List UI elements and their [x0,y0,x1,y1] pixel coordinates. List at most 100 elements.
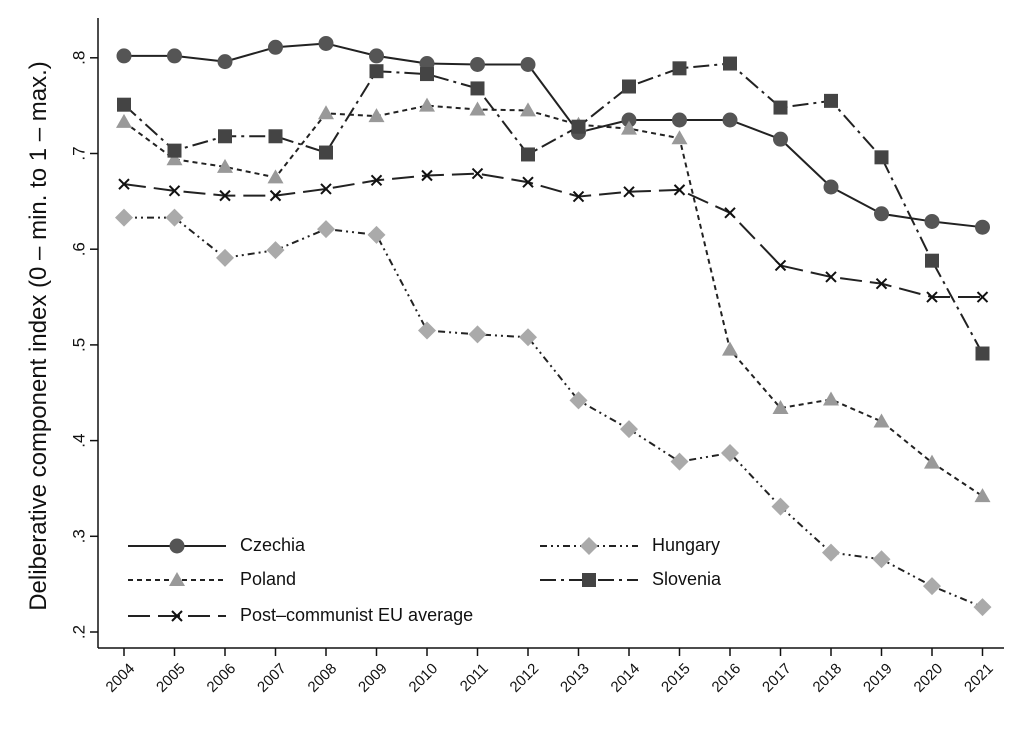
legend: Czechia Hungary Poland Slovenia Post–communi… [128,535,722,625]
y-tick-label: .3 [69,529,88,543]
data-point-slovenia [521,147,535,162]
data-point-poland [419,97,435,112]
data-point-poland [166,151,183,166]
y-tick-label: .7 [69,146,88,160]
data-point-czechia [520,56,536,72]
y-tick-label: .5 [69,338,88,352]
legend-marker [169,572,185,586]
data-point-hungary [822,543,840,562]
data-point-slovenia [874,150,889,165]
data-point-hungary [266,241,285,260]
data-point-czechia [116,48,132,64]
data-point-poland [823,391,839,406]
data-point-slovenia [672,61,687,76]
y-axis-title: Deliberative component index (0 – min. t… [25,61,52,611]
series-line-poland [123,104,984,497]
data-point-post-communist-eu-average [875,277,888,290]
data-point-czechia [924,213,940,229]
data-point-poland [671,130,688,145]
data-point-post-communist-eu-average [370,174,383,187]
data-point-hungary [317,220,335,239]
data-point-poland [267,169,284,184]
legend-marker [580,537,598,555]
data-point-slovenia [925,253,939,268]
data-point-czechia [874,206,889,222]
data-point-poland [318,105,334,120]
data-point-poland [924,454,940,469]
data-point-slovenia [470,81,485,96]
data-point-poland [772,400,789,415]
data-point-czechia [773,131,788,147]
data-point-czechia [369,48,384,64]
legend-label: Czechia [240,535,306,555]
data-point-post-communist-eu-average [825,271,837,283]
x-tick-label: 2014 [608,660,644,696]
x-tick-label: 2005 [153,660,189,696]
series-line-post-communist-eu-average [123,172,983,299]
x-tick-label: 2010 [406,660,442,696]
data-point-hungary [721,444,739,463]
y-axis-ticks: .2 .3 .4 .5 .6 .7 .8 [69,51,98,639]
data-point-czechia [318,35,334,51]
data-point-slovenia [369,64,384,79]
data-point-hungary [923,577,941,596]
x-tick-label: 2020 [911,660,947,696]
data-point-slovenia [773,100,788,115]
data-point-slovenia [622,79,636,94]
series-line-czechia [124,42,983,229]
data-point-poland [873,413,890,428]
x-axis-ticks: 2004 2005 2006 2007 2008 2009 2010 2011 2012 2013… [103,648,997,696]
legend-marker [169,538,185,554]
data-point-hungary [569,391,588,410]
x-tick-label: 2006 [204,660,240,696]
x-tick-label: 2008 [305,660,341,696]
series-post-communist-eu-average [118,167,989,303]
y-tick-label: .8 [69,51,88,65]
legend-marker [582,573,596,587]
series-czechia [116,35,990,235]
data-point-post-communist-eu-average [623,186,635,198]
x-tick-label: 2011 [457,660,492,695]
data-point-poland [368,108,385,123]
data-point-hungary [468,325,487,344]
legend-label: Post–communist EU average [240,605,473,625]
data-point-post-communist-eu-average [926,291,938,303]
x-tick-label: 2007 [254,660,290,696]
x-tick-label: 2013 [557,660,593,696]
data-point-post-communist-eu-average [724,207,736,219]
data-point-poland [722,341,738,356]
data-point-slovenia [167,143,182,158]
x-tick-label: 2021 [961,660,997,696]
data-point-hungary [418,321,436,340]
data-point-hungary [973,598,992,617]
data-point-post-communist-eu-average [219,189,231,202]
data-point-post-communist-eu-average [976,291,989,303]
data-point-post-communist-eu-average [471,167,484,180]
series-hungary [115,208,992,617]
data-point-czechia [722,112,738,128]
legend-item-hungary: Hungary [540,535,720,555]
data-point-poland [974,488,991,503]
x-tick-label: 2012 [507,660,543,696]
data-point-hungary [771,497,790,516]
data-point-czechia [268,39,283,55]
data-point-hungary [165,208,184,227]
data-point-slovenia [319,145,333,160]
x-tick-label: 2018 [810,660,846,696]
data-point-hungary [620,420,638,439]
data-point-post-communist-eu-average [320,183,332,195]
data-point-poland [116,113,132,128]
x-tick-label: 2016 [709,660,745,696]
data-point-poland [520,102,536,117]
data-point-post-communist-eu-average [572,190,585,203]
data-point-post-communist-eu-average [118,178,130,190]
data-point-czechia [975,219,990,235]
data-point-post-communist-eu-average [522,176,534,188]
data-point-slovenia [218,129,232,144]
legend-item-czechia: Czechia [128,535,306,555]
data-point-hungary [872,550,891,569]
data-point-post-communist-eu-average [673,184,686,196]
data-point-hungary [519,328,537,347]
y-tick-label: .4 [69,434,88,448]
x-tick-label: 2009 [355,660,391,696]
